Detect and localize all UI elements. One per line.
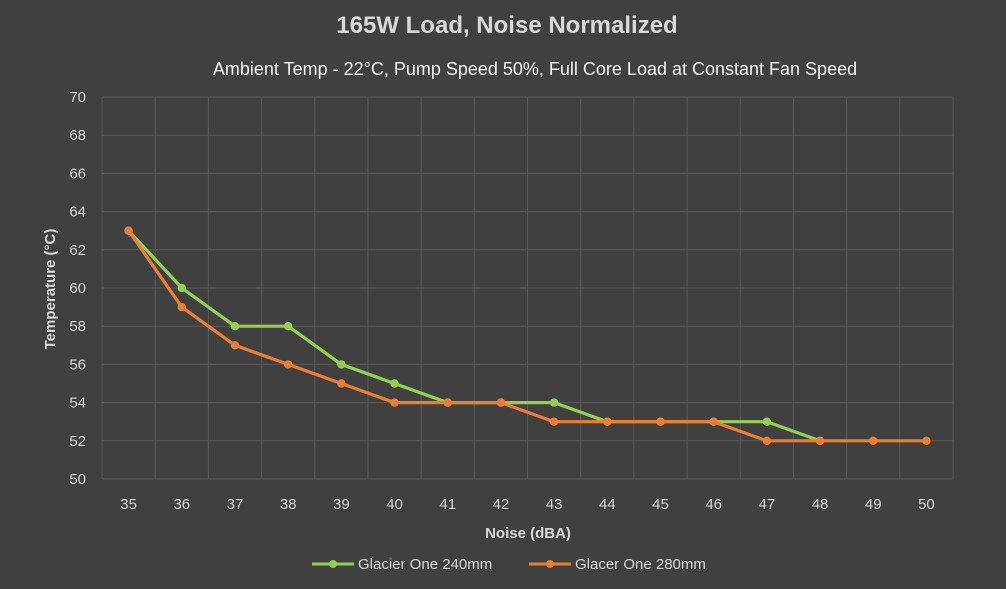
data-point (603, 417, 612, 426)
y-tick-label: 56 (69, 356, 86, 373)
series-2 (124, 226, 931, 445)
data-point (762, 436, 772, 445)
x-tick-label: 40 (386, 496, 403, 513)
legend-item: Glacer One 280mm (529, 556, 706, 573)
x-axis-ticks: 35 36 37 38 39 40 41 42 43 44 45 46 47 48 49 50 (120, 496, 935, 513)
data-point (709, 417, 718, 426)
x-tick-label: 46 (705, 496, 722, 513)
data-point (496, 398, 506, 407)
data-point (230, 341, 240, 350)
legend-label: Glacer One 280mm (575, 556, 706, 573)
data-point (443, 398, 452, 407)
data-point (390, 379, 399, 388)
y-tick-label: 52 (69, 433, 86, 450)
data-point (337, 360, 346, 369)
data-point (762, 417, 772, 426)
data-point (549, 398, 559, 407)
x-tick-label: 42 (493, 496, 510, 513)
series-lines (124, 226, 931, 445)
legend-swatch-marker (546, 560, 554, 568)
gridlines (101, 96, 954, 480)
chart-subtitle: Ambient Temp - 22°C, Pump Speed 50%, Ful… (213, 59, 857, 79)
chart-title: 165W Load, Noise Normalized (336, 12, 677, 39)
data-point (337, 379, 346, 388)
x-tick-label: 45 (652, 496, 669, 513)
y-tick-label: 70 (69, 89, 86, 106)
legend: Glacier One 240mm Glacer One 280mm (312, 556, 706, 573)
data-point (230, 322, 240, 331)
data-point (815, 436, 825, 445)
y-tick-label: 64 (69, 204, 86, 221)
series-line (126, 229, 929, 443)
data-point (656, 417, 665, 426)
x-tick-label: 38 (280, 496, 297, 513)
x-tick-label: 41 (439, 496, 456, 513)
legend-label: Glacier One 240mm (358, 556, 492, 573)
x-tick-label: 36 (173, 496, 190, 513)
legend-item: Glacier One 240mm (312, 556, 492, 573)
y-tick-label: 66 (69, 165, 86, 182)
data-point (283, 360, 293, 369)
legend-swatch-marker (329, 560, 337, 568)
data-point (549, 417, 559, 426)
data-point (124, 226, 133, 235)
y-tick-label: 58 (69, 318, 86, 335)
data-point (177, 302, 186, 312)
x-tick-label: 43 (546, 496, 563, 513)
x-tick-label: 39 (333, 496, 350, 513)
x-tick-label: 50 (918, 496, 935, 513)
x-tick-label: 35 (120, 496, 137, 513)
data-point (390, 398, 399, 407)
x-tick-label: 48 (812, 496, 829, 513)
x-tick-label: 47 (759, 496, 776, 513)
y-tick-label: 60 (69, 280, 86, 297)
data-point (922, 436, 931, 445)
y-tick-label: 68 (69, 127, 86, 144)
y-axis-label: Temperature (°C) (42, 229, 59, 350)
data-point (283, 322, 293, 331)
x-axis-label: Noise (dBA) (485, 525, 571, 542)
x-tick-label: 49 (865, 496, 882, 513)
x-tick-label: 44 (599, 496, 616, 513)
x-tick-label: 37 (227, 496, 244, 513)
data-point (177, 283, 186, 293)
y-tick-label: 62 (69, 242, 86, 259)
y-tick-label: 50 (69, 471, 86, 488)
y-tick-label: 54 (69, 395, 86, 412)
data-point (869, 436, 878, 445)
y-axis-ticks: 50 52 54 56 58 60 62 64 66 68 70 (69, 89, 86, 488)
